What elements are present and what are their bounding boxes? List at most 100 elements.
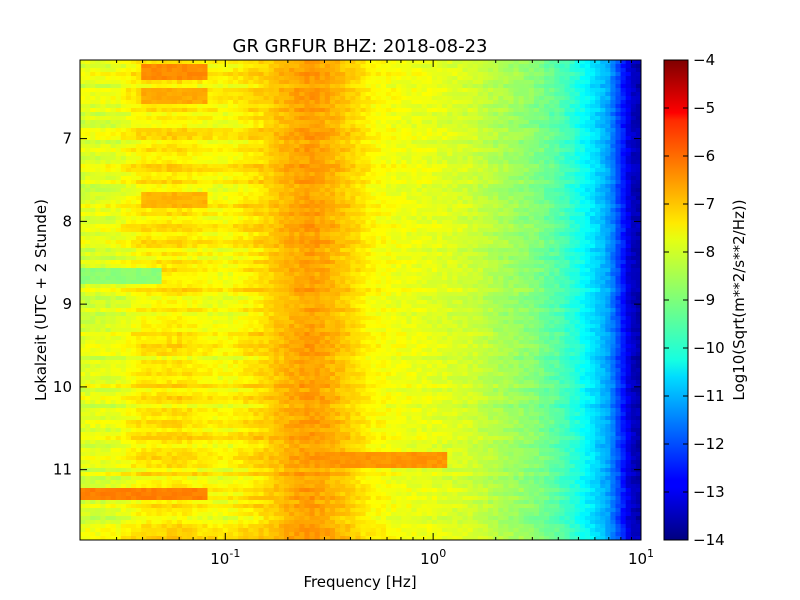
heatmap-cell [80,236,86,241]
heatmap-cell [85,172,91,177]
heatmap-cell [299,136,305,141]
heatmap-cell [176,204,183,209]
heatmap-cell [131,72,137,77]
heatmap-cell [166,232,173,237]
heatmap-cell [605,136,611,141]
heatmap-cell [248,188,254,193]
heatmap-cell [304,236,311,241]
heatmap-cell [176,60,183,65]
heatmap-cell [182,240,188,245]
heatmap-cell [324,144,331,149]
heatmap-cell [503,160,509,165]
heatmap-cell [569,64,576,69]
heatmap-cell [345,192,351,197]
heatmap-cell [304,116,311,121]
heatmap-cell [176,184,183,189]
heatmap-cell [187,156,193,161]
heatmap-cell [202,228,209,233]
heatmap-cell [630,72,637,77]
heatmap-cell [146,204,152,209]
heatmap-cell [90,180,96,185]
heatmap-cell [442,64,448,69]
heatmap-cell [278,196,285,201]
heatmap-cell [182,132,188,137]
heatmap-cell [482,80,489,85]
heatmap-cell [620,76,627,81]
heatmap-cell [227,108,234,113]
heatmap-cell [559,200,566,205]
heatmap-cell [482,160,489,165]
heatmap-cell [457,116,464,121]
heatmap-cell [544,92,550,97]
heatmap-cell [197,60,203,65]
heatmap-cell [396,208,402,213]
heatmap-cell [370,208,377,213]
heatmap-cell [554,104,560,109]
heatmap-cell [110,80,117,85]
heatmap-cell [421,108,428,113]
heatmap-cell [467,200,474,205]
heatmap-cell [95,80,101,85]
heatmap-cell [340,152,346,157]
heatmap-cell [533,92,540,97]
heatmap-cell [635,196,641,201]
heatmap-cell [345,68,351,73]
heatmap-cell [125,212,132,217]
heatmap-cell [243,128,249,133]
heatmap-cell [329,108,336,113]
heatmap-cell [90,200,96,205]
heatmap-cell [294,108,300,113]
heatmap-cell [207,80,214,85]
heatmap-cell [590,156,596,161]
heatmap-cell [166,112,173,117]
heatmap-cell [452,124,458,129]
heatmap-cell [554,196,560,201]
heatmap-cell [442,100,448,105]
heatmap-cell [217,148,224,153]
heatmap-cell [243,164,249,169]
heatmap-cell [350,212,356,217]
heatmap-cell [600,100,606,105]
heatmap-cell [600,128,606,133]
heatmap-cell [442,164,448,169]
heatmap-cell [528,100,535,105]
heatmap-cell [192,160,198,165]
heatmap-cell [442,200,448,205]
heatmap-cell [80,120,86,125]
heatmap-cell [462,188,469,193]
heatmap-cell [523,120,530,125]
heatmap-cell [90,60,96,65]
heatmap-cell [90,100,96,105]
heatmap-cell [477,116,484,121]
heatmap-cell [600,188,606,193]
heatmap-cell [182,104,188,109]
heatmap-cell [554,192,560,197]
heatmap-cell [161,176,168,181]
heatmap-cell [442,128,448,133]
heatmap-cell [508,172,515,177]
heatmap-cell [110,204,117,209]
heatmap-cell [477,68,484,73]
heatmap-cell [523,116,530,121]
heatmap-cell [554,172,560,177]
heatmap-cell [370,64,377,69]
heatmap-cell [233,184,239,189]
heatmap-cell [248,60,254,65]
heatmap-cell [227,228,234,233]
heatmap-cell [161,164,168,169]
heatmap-cell [411,180,418,185]
heatmap-cell [416,124,423,129]
heatmap-cell [110,184,117,189]
heatmap-cell [171,224,178,229]
heatmap-cell [498,156,504,161]
heatmap-cell [309,68,316,73]
heatmap-cell [95,200,101,205]
heatmap-cell [462,220,469,225]
heatmap-cell [579,112,586,117]
heatmap-cell [90,80,96,85]
heatmap-cell [386,76,392,81]
heatmap-cell [253,132,260,137]
heatmap-cell [574,128,581,133]
heatmap-cell [620,184,627,189]
heatmap-cell [447,164,453,169]
